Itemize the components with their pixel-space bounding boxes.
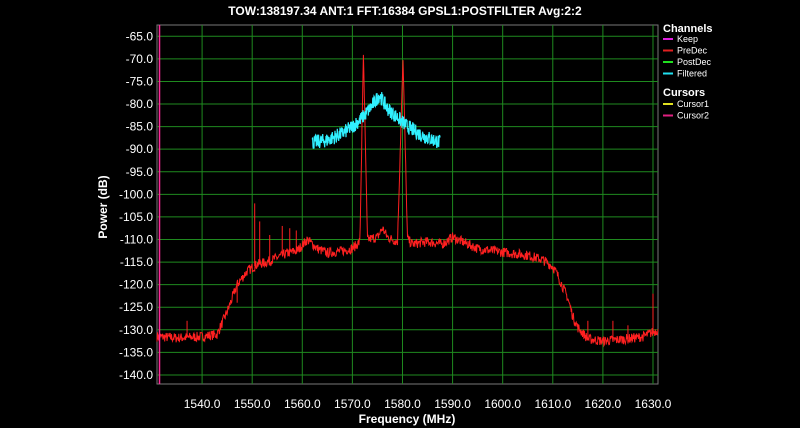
x-tick-label: 1550.0 — [234, 397, 271, 411]
y-tick-labels: -65.0 -70.0 -75.0 -80.0 -85.0 -90.0 -95.0 -100.… — [119, 29, 153, 382]
legend-channels-heading: Channels — [663, 23, 713, 35]
x-tick-label: 1600.0 — [484, 397, 521, 411]
traces — [156, 54, 659, 348]
chart-title: TOW:138197.34 ANT:1 FFT:16384 GPSL1:POST… — [228, 4, 582, 18]
series-line-predec — [156, 54, 659, 348]
x-tick-label: 1630.0 — [635, 397, 672, 411]
y-tick-label: -95.0 — [126, 165, 154, 179]
x-tick-label: 1590.0 — [434, 397, 471, 411]
y-tick-label: -70.0 — [126, 52, 154, 66]
legend-item-cursor1[interactable]: Cursor1 — [677, 99, 709, 109]
x-tick-label: 1540.0 — [184, 397, 221, 411]
y-tick-label: -115.0 — [120, 255, 153, 269]
y-tick-label: -100.0 — [119, 187, 153, 201]
y-tick-label: -85.0 — [126, 120, 154, 134]
x-axis-label: Frequency (MHz) — [359, 412, 456, 426]
series-line-filtered — [311, 92, 441, 149]
y-tick-label: -110.0 — [120, 232, 153, 246]
legend-item-postdec[interactable]: PostDec — [677, 57, 712, 67]
y-tick-label: -105.0 — [119, 210, 153, 224]
y-tick-label: -75.0 — [126, 74, 154, 88]
x-tick-label: 1610.0 — [534, 397, 571, 411]
x-tick-label: 1570.0 — [334, 397, 371, 411]
y-tick-label: -65.0 — [126, 29, 154, 43]
legend-item-keep[interactable]: Keep — [677, 34, 698, 44]
x-tick-labels: 1540.0 1550.0 1560.0 1570.0 1580.0 1590.0 1600… — [184, 397, 672, 411]
legend-cursors-heading: Cursors — [663, 87, 705, 99]
legend-item-filtered[interactable]: Filtered — [677, 69, 707, 79]
legend-cursors: Cursor1 Cursor2 — [663, 99, 709, 121]
y-tick-label: -140.0 — [119, 368, 153, 382]
y-tick-label: -135.0 — [119, 345, 153, 359]
y-tick-label: -125.0 — [119, 300, 153, 314]
x-tick-label: 1620.0 — [585, 397, 622, 411]
x-tick-label: 1560.0 — [284, 397, 321, 411]
grid-lines — [157, 25, 658, 384]
y-tick-label: -120.0 — [119, 278, 153, 292]
x-tick-label: 1580.0 — [384, 397, 421, 411]
legend-item-predec[interactable]: PreDec — [677, 46, 708, 56]
y-axis-label: Power (dB) — [96, 175, 110, 238]
legend-item-cursor2[interactable]: Cursor2 — [677, 111, 709, 121]
y-tick-label: -130.0 — [119, 323, 153, 337]
y-tick-label: -90.0 — [126, 142, 154, 156]
y-tick-label: -80.0 — [126, 97, 154, 111]
